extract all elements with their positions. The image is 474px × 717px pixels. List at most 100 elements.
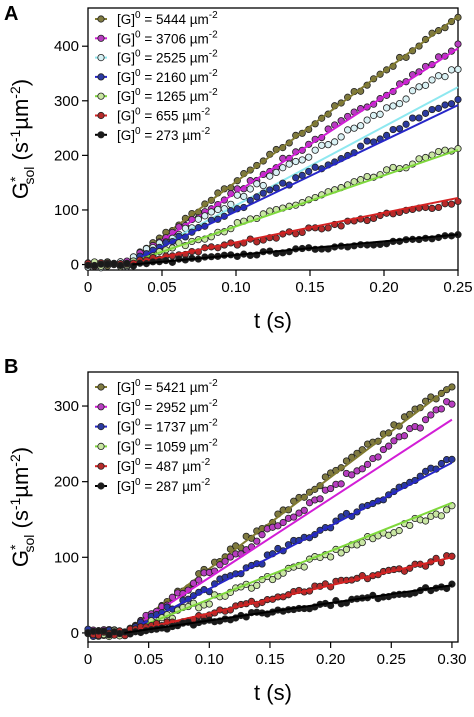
data-point — [390, 437, 398, 445]
data-point — [258, 531, 266, 539]
data-point — [447, 200, 456, 208]
legend-label-part: [G] — [117, 51, 135, 66]
data-point — [214, 205, 222, 214]
data-point — [105, 631, 113, 639]
y-axis-title-part: (s — [8, 142, 33, 166]
series-2 — [84, 455, 456, 641]
fit-line — [124, 196, 459, 266]
data-point — [110, 259, 118, 268]
chart-panel-a: A 0 0.05 0.10 0.15 0.20 0.25 0 100 200 300 400 t (s)… — [4, 3, 473, 333]
data-point — [357, 142, 365, 150]
data-point — [363, 216, 371, 225]
legend-label-part: [G] — [117, 70, 135, 85]
data-point — [274, 522, 282, 530]
legend-label-part: = 487 µm — [141, 459, 202, 474]
data-point — [428, 204, 436, 213]
legend-label: [G]0 = 5421 µm-2 — [117, 378, 218, 395]
legend-label-part: -2 — [201, 107, 210, 118]
legend-swatch-marker — [97, 482, 105, 490]
y-axis-title-part: µm — [8, 99, 33, 130]
data-point — [324, 141, 332, 149]
y-tick-label: 0 — [71, 625, 79, 642]
legend-label-part: 0 — [135, 10, 141, 21]
legend-swatch-marker — [97, 462, 105, 470]
y-tick-label: 100 — [54, 549, 79, 566]
panel-letter: B — [4, 356, 18, 378]
x-axis-title: t (s) — [254, 308, 292, 333]
data-point — [253, 537, 261, 545]
data-point — [382, 166, 391, 174]
x-tick-label: 0.15 — [255, 651, 284, 668]
legend-swatch-marker — [97, 73, 105, 81]
legend-swatch-marker — [97, 92, 105, 100]
legend-label-part: 0 — [135, 107, 141, 118]
data-point — [437, 459, 445, 468]
legend-label-part: = 2160 µm — [141, 70, 209, 85]
data-point — [253, 193, 261, 201]
legend-label-part: -2 — [209, 49, 218, 60]
data-point — [269, 575, 277, 584]
data-point — [441, 146, 449, 154]
data-point — [189, 579, 198, 587]
data-point — [300, 506, 308, 514]
y-axis-title: G*sol (s-1µm-2) — [7, 447, 37, 567]
data-point — [421, 416, 430, 424]
data-point — [437, 512, 445, 520]
data-point — [318, 141, 326, 149]
data-point — [195, 576, 203, 584]
data-point — [84, 261, 92, 269]
x-tick-label: 0.20 — [316, 651, 345, 668]
data-point — [90, 261, 99, 270]
legend-swatch-marker — [97, 442, 105, 450]
data-point — [350, 124, 358, 132]
legend-label-part: = 655 µm — [141, 109, 202, 124]
x-tick-label: 0 — [84, 651, 92, 668]
data-point — [226, 553, 235, 561]
data-point — [434, 147, 443, 156]
legend-label-part: [G] — [117, 89, 135, 104]
data-point — [415, 155, 423, 163]
legend-label-part: -2 — [209, 10, 218, 21]
data-point — [448, 455, 456, 463]
data-point — [259, 181, 267, 190]
data-point — [382, 104, 391, 112]
data-point — [443, 506, 451, 514]
data-point — [374, 453, 382, 461]
legend-label-part: 0 — [135, 49, 141, 60]
data-point — [421, 467, 430, 475]
data-point — [400, 432, 409, 440]
data-point — [240, 192, 248, 201]
data-point — [395, 125, 404, 133]
y-tick-label: 400 — [54, 38, 79, 55]
legend-label-part: = 1265 µm — [141, 89, 209, 104]
legend-label-part: [G] — [117, 400, 135, 415]
data-point — [272, 168, 280, 177]
series-6 — [84, 231, 462, 270]
series-5 — [84, 196, 462, 270]
y-axis-title-part: ) — [8, 447, 33, 454]
data-point — [300, 563, 308, 571]
legend-label-part: [G] — [117, 479, 135, 494]
data-point — [292, 174, 300, 182]
data-point — [408, 87, 417, 95]
legend-label-part: -2 — [209, 68, 218, 79]
x-tick-label: 0.20 — [369, 279, 398, 296]
data-point — [194, 215, 202, 223]
legend-label-part: -2 — [209, 437, 218, 448]
legend-swatch-marker — [97, 15, 105, 23]
data-point — [370, 111, 378, 120]
legend-label: [G]0 = 1265 µm-2 — [117, 87, 218, 104]
legend-swatch-marker — [97, 422, 105, 431]
legend-label-part: 0 — [135, 126, 141, 137]
legend-label-part: = 1737 µm — [141, 420, 209, 435]
data-point — [253, 180, 261, 188]
x-tick-label: 0.25 — [443, 279, 472, 296]
y-axis-title-part: -1 — [7, 497, 23, 510]
legend-label-part: -2 — [209, 398, 218, 409]
data-point — [342, 545, 351, 554]
data-point — [428, 105, 436, 114]
legend-label: [G]0 = 2160 µm-2 — [117, 68, 218, 85]
y-tick-label: 300 — [54, 93, 79, 110]
legend-label-part: [G] — [117, 459, 135, 474]
data-point — [279, 164, 287, 172]
